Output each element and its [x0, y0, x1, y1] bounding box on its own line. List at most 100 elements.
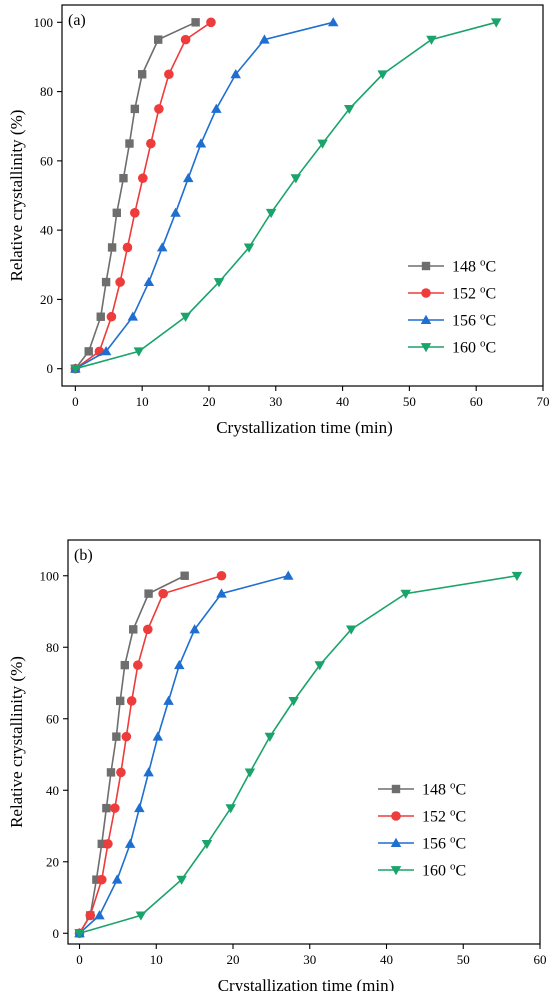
data-point: [103, 839, 113, 849]
data-point: [283, 570, 294, 580]
data-point: [191, 18, 200, 27]
legend-entry: 156 oC: [378, 834, 466, 853]
x-tick-label: 20: [227, 952, 240, 967]
data-point: [116, 767, 126, 778]
x-tick-label: 50: [457, 952, 470, 967]
data-point: [112, 208, 121, 218]
data-point: [317, 139, 328, 149]
legend-entry: 160 oC: [378, 861, 466, 880]
data-point: [345, 625, 357, 635]
x-axis-title: Crystallization time (min): [218, 976, 395, 991]
series-line: [78, 575, 186, 934]
data-point: [85, 910, 96, 921]
legend-marker: [391, 811, 401, 821]
legend-marker: [421, 261, 431, 271]
data-point: [511, 571, 523, 582]
data-point: [152, 731, 164, 741]
legend-marker: [421, 288, 431, 298]
data-point: [265, 208, 277, 219]
data-point: [94, 910, 105, 920]
data-point: [111, 874, 123, 884]
legend-entry: 156 oC: [408, 311, 496, 330]
data-point: [189, 624, 200, 634]
chart-panel-a: 0 10 20 30 40 50 60 70 0 20 40 60 80 100 Crystallizati…: [7, 4, 550, 437]
data-point: [127, 311, 139, 321]
data-point: [112, 732, 121, 741]
data-point: [213, 278, 225, 288]
legend-label: 152 oC: [452, 284, 496, 303]
data-point: [143, 624, 153, 635]
data-point: [400, 589, 411, 599]
data-point: [327, 17, 339, 27]
data-point: [107, 243, 117, 252]
data-point: [170, 207, 181, 217]
series-line: [74, 21, 334, 370]
legend-label: 152 oC: [422, 807, 466, 826]
data-point: [125, 139, 134, 148]
data-point: [154, 35, 163, 44]
y-axis-title: Relative crystallinity (%): [7, 656, 26, 828]
y-tick-label: 0: [47, 361, 54, 376]
data-point: [259, 34, 270, 44]
data-point: [206, 17, 216, 28]
data-point: [120, 660, 129, 670]
data-point: [106, 311, 117, 322]
data-point: [74, 929, 85, 939]
data-point: [156, 242, 168, 252]
data-point: [137, 70, 147, 79]
data-point: [70, 364, 81, 374]
data-point: [124, 838, 136, 848]
x-tick-label: 50: [403, 394, 416, 409]
series-line: [74, 21, 196, 370]
data-point: [290, 174, 302, 184]
data-point: [176, 875, 187, 885]
series-triangle-down: [70, 18, 502, 374]
data-point: [174, 659, 185, 670]
data-point: [129, 625, 138, 634]
plot-frame: [67, 539, 541, 945]
x-tick-label: 10: [136, 394, 149, 409]
series-line: [78, 574, 222, 934]
data-point: [119, 173, 128, 183]
x-tick-label: 70: [537, 394, 550, 409]
x-tick-label: 60: [534, 952, 547, 967]
series-square: [75, 571, 189, 938]
data-point: [183, 172, 194, 183]
series-triangle-up: [74, 570, 294, 938]
y-tick-label: 80: [46, 640, 59, 655]
data-point: [143, 276, 155, 287]
data-point: [110, 803, 120, 813]
y-tick-label: 40: [46, 783, 59, 798]
legend-entry: 160 oC: [408, 338, 496, 357]
data-point: [201, 839, 213, 850]
legend-label: 156 oC: [422, 834, 466, 853]
data-point: [377, 70, 388, 80]
data-point: [133, 660, 143, 670]
y-tick-label: 0: [53, 926, 60, 941]
data-point: [314, 661, 325, 671]
legend-label: 160 oC: [422, 861, 466, 880]
data-point: [101, 277, 111, 287]
data-point: [130, 104, 140, 114]
data-point: [195, 138, 207, 148]
legend-marker: [390, 866, 402, 876]
data-point: [102, 803, 111, 813]
data-point: [243, 243, 255, 253]
data-point: [97, 839, 106, 849]
data-point: [122, 242, 133, 253]
data-point: [158, 588, 168, 599]
legend-entry: 148 oC: [408, 257, 496, 276]
legend-label: 156 oC: [452, 311, 496, 330]
series-line: [78, 574, 289, 934]
data-point: [288, 696, 299, 707]
y-tick-label: 60: [40, 153, 53, 168]
data-point: [133, 347, 145, 357]
x-tick-label: 30: [269, 394, 282, 409]
data-point: [211, 103, 222, 113]
data-point: [264, 732, 276, 742]
data-point: [180, 34, 191, 45]
series-triangle-up: [70, 17, 339, 373]
data-point: [138, 173, 148, 183]
y-tick-label: 40: [40, 223, 53, 238]
